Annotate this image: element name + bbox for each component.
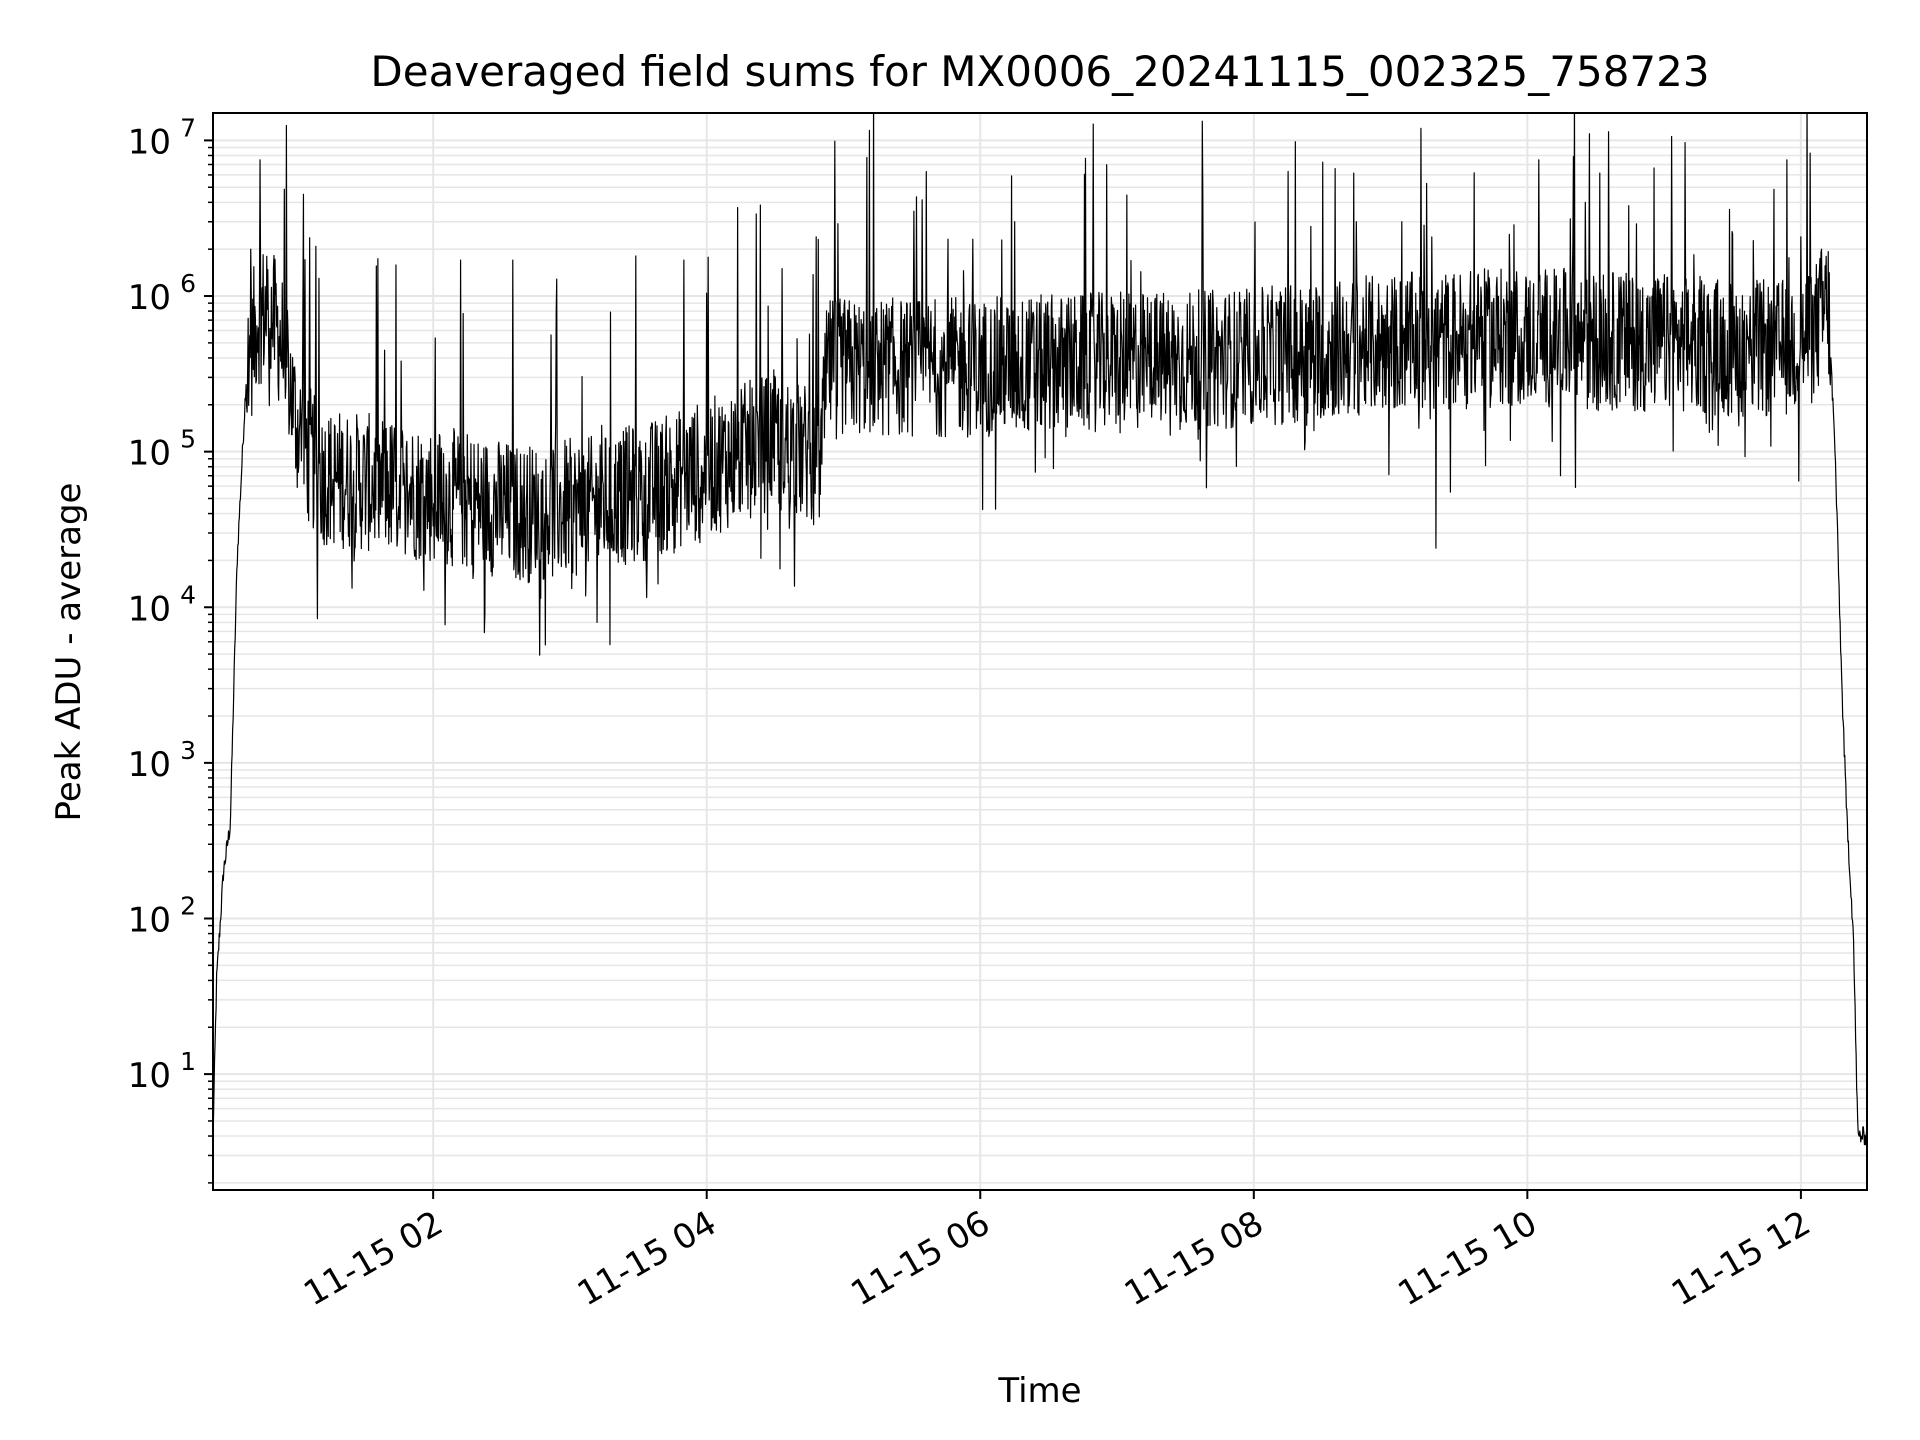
y-tick-exponent: 4	[180, 580, 196, 609]
y-tick-label: 10	[128, 589, 171, 629]
y-tick-exponent: 3	[180, 736, 196, 765]
y-tick-exponent: 1	[180, 1047, 196, 1076]
y-tick-label: 10	[128, 1056, 171, 1096]
y-tick-exponent: 7	[180, 113, 196, 142]
y-tick-label: 10	[128, 900, 171, 940]
y-tick-label: 10	[128, 122, 171, 162]
series-layer	[213, 113, 1867, 1146]
chart-title: Deaveraged field sums for MX0006_2024111…	[370, 47, 1709, 96]
plot-area	[213, 113, 1867, 1146]
y-tick-exponent: 6	[180, 269, 196, 298]
y-tick-exponent: 2	[180, 891, 196, 920]
x-axis-title: Time	[997, 1371, 1081, 1411]
y-tick-label: 10	[128, 745, 171, 785]
y-tick-exponent: 5	[180, 425, 196, 454]
axes-frame	[212, 112, 1868, 1191]
y-tick-label: 10	[128, 278, 171, 318]
grid	[213, 113, 1867, 1190]
y-axis: 10 1 10 2 10 3 10 4 10 5 10 6 10 7	[128, 113, 213, 1184]
y-axis-title: Peak ADU - average	[49, 483, 89, 822]
series-line	[213, 113, 1867, 1146]
y-tick-label: 10	[128, 434, 171, 474]
